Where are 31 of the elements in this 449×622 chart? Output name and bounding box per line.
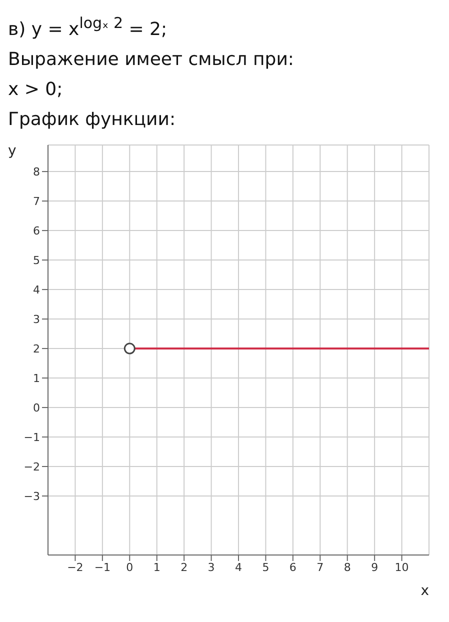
x-tick-label: −1	[94, 560, 111, 574]
x-tick-label: 4	[235, 560, 242, 574]
y-tick-label: 2	[33, 342, 40, 356]
text: x > 0;	[8, 78, 64, 102]
y-tick-label: 8	[33, 165, 40, 178]
x-axis-title: x	[420, 583, 429, 599]
x-tick-label: 0	[126, 560, 134, 574]
y-tick-label: −1	[24, 430, 40, 444]
x-tick-label: 10	[394, 560, 409, 574]
y-tick-label: −3	[24, 490, 40, 503]
y-tick-label: 3	[33, 312, 40, 326]
y-tick-label: 5	[33, 254, 40, 267]
x-tick-label: 2	[180, 560, 188, 574]
y-tick-label: −2	[24, 460, 40, 474]
x-tick-label: 1	[153, 560, 160, 574]
y-tick-label: 1	[33, 372, 40, 385]
text: График функции:	[8, 108, 177, 132]
x-tick-label: 8	[344, 560, 351, 574]
y-tick-label: 0	[33, 401, 40, 414]
y-tick-label: 6	[33, 224, 40, 238]
text: Выражение имеет смысл при:	[8, 48, 295, 72]
chart-title: в) y = x$^{logₓ 2}$ = 2;	[8, 13, 168, 42]
x-tick-label: −2	[67, 560, 84, 574]
x-tick-label: 5	[262, 560, 270, 574]
y-axis-title: y	[8, 142, 16, 159]
x-tick-label: 6	[289, 560, 296, 574]
x-tick-label: 9	[371, 560, 378, 574]
y-tick-label: 4	[33, 283, 40, 296]
x-tick-label: 7	[316, 560, 324, 574]
x-tick-label: 3	[208, 560, 215, 574]
y-tick-label: 7	[33, 194, 40, 208]
